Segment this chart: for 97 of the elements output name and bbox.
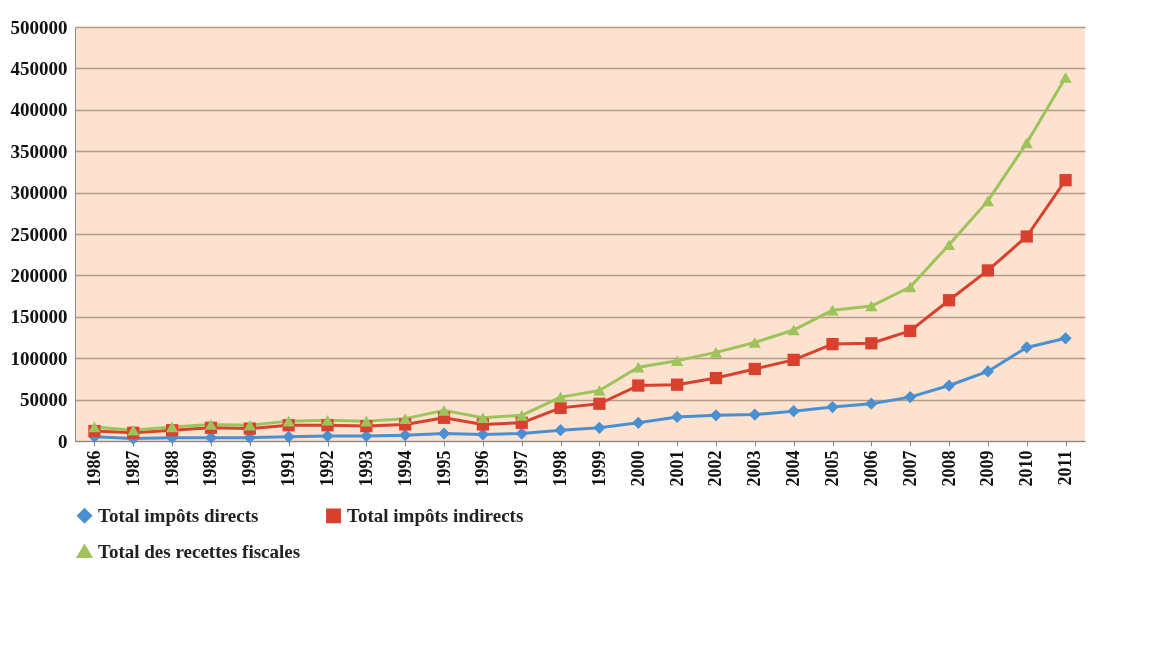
point (632, 416, 645, 429)
point (1020, 341, 1033, 354)
y-tick-label: 400000 (10, 99, 68, 121)
point (670, 355, 684, 366)
point (1059, 72, 1072, 83)
point (981, 264, 995, 277)
point (865, 397, 878, 410)
x-tick-label: 1997 (511, 450, 532, 487)
x-tick-label: 1993 (355, 450, 376, 487)
point (554, 391, 567, 403)
x-tick-label: 1991 (278, 450, 299, 487)
point (748, 337, 761, 348)
point (399, 429, 412, 442)
x-tick-label: 1999 (588, 450, 609, 487)
point (748, 362, 761, 376)
point (632, 379, 645, 392)
x-tick-label: 2000 (627, 450, 648, 487)
point (942, 294, 956, 307)
point (437, 405, 451, 416)
point (243, 419, 256, 431)
point (981, 365, 995, 378)
x-tick-label: 2005 (822, 450, 842, 487)
x-tick-label: 1987 (122, 450, 143, 487)
point (865, 300, 878, 312)
point (204, 419, 218, 430)
point (554, 424, 567, 437)
point (554, 401, 567, 414)
x-tick-label: 1996 (472, 450, 493, 487)
y-tick-label: 450000 (10, 57, 68, 79)
x-tick-label: 1989 (200, 450, 221, 487)
point (748, 408, 761, 421)
point (515, 427, 528, 440)
x-tick-label: 1992 (317, 450, 337, 487)
x-tick-label: 2006 (860, 450, 881, 487)
point (282, 430, 295, 443)
point (165, 421, 179, 433)
point (476, 412, 490, 424)
point (593, 385, 606, 396)
x-tick-label: 2001 (666, 450, 687, 487)
legend-label: Total impôts directs (98, 504, 259, 526)
point (1059, 174, 1072, 187)
x-tick-label: 1995 (433, 450, 454, 487)
x-tick-label: 1988 (161, 450, 182, 487)
legend-label: Total des recettes fiscales (98, 540, 301, 562)
point (321, 415, 334, 426)
point (1020, 137, 1033, 149)
y-tick-label: 200000 (10, 264, 68, 286)
x-tick-label: 1986 (83, 450, 104, 487)
y-tick-label: 150000 (10, 306, 68, 328)
point (787, 353, 800, 366)
x-tick-label: 1994 (394, 450, 415, 487)
point (865, 337, 878, 350)
point (515, 410, 528, 421)
x-tick-label: 1990 (239, 450, 260, 487)
legend-label: Total impôts indirects (347, 504, 524, 526)
point (321, 429, 334, 443)
y-tick-label: 300000 (10, 182, 68, 204)
point (904, 324, 917, 337)
point (826, 338, 839, 351)
point (360, 415, 373, 427)
point (787, 324, 800, 336)
point (942, 239, 956, 251)
point (709, 409, 723, 422)
x-tick-label: 2007 (899, 450, 920, 487)
point (709, 371, 723, 385)
x-tick-label: 2011 (1055, 450, 1076, 486)
x-tick-label: 2008 (938, 450, 959, 487)
point (632, 362, 645, 373)
point (593, 397, 606, 410)
point (904, 281, 917, 293)
x-tick-label: 2002 (705, 450, 726, 487)
y-tick-label: 0 (58, 430, 68, 452)
y-tick-label: 350000 (10, 140, 68, 162)
point (593, 421, 606, 434)
y-tick-label: 500000 (10, 16, 68, 38)
x-tick-label: 2010 (1016, 450, 1037, 487)
point (904, 390, 917, 404)
point (670, 378, 684, 391)
x-tick-label: 2009 (977, 450, 998, 487)
point (787, 405, 800, 418)
x-tick-label: 2003 (744, 450, 765, 487)
point (1020, 230, 1033, 243)
y-tick-label: 50000 (20, 389, 68, 411)
point (709, 347, 723, 358)
point (981, 195, 995, 207)
x-tick-label: 2004 (783, 450, 804, 487)
x-tick-label: 1998 (550, 450, 571, 487)
point (826, 400, 839, 414)
point (942, 379, 956, 392)
point (282, 415, 295, 427)
y-tick-label: 250000 (10, 223, 68, 245)
point (88, 421, 101, 433)
y-tick-label: 100000 (10, 347, 68, 369)
point (670, 410, 684, 424)
point (437, 427, 451, 440)
point (399, 413, 412, 424)
point (1059, 332, 1072, 345)
